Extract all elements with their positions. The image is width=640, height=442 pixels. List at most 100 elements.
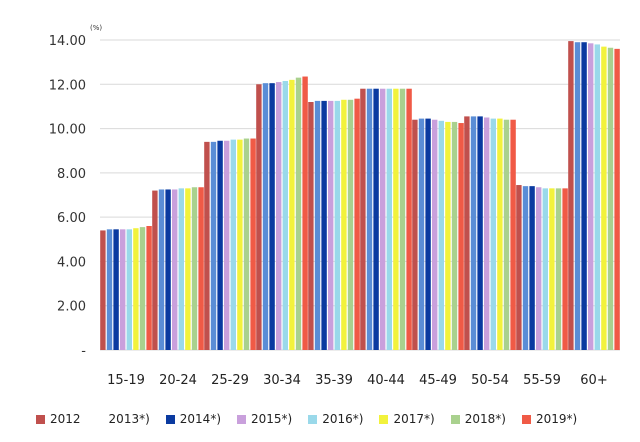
legend-swatch bbox=[308, 414, 318, 424]
bar bbox=[289, 79, 295, 350]
bar bbox=[386, 88, 392, 350]
bars bbox=[100, 41, 620, 351]
bar bbox=[360, 88, 366, 350]
bar bbox=[432, 119, 438, 350]
bar bbox=[178, 188, 184, 350]
bar bbox=[347, 99, 354, 351]
y-tick-label: 2.00 bbox=[57, 300, 86, 315]
bar bbox=[477, 116, 483, 351]
y-tick-label: 6.00 bbox=[57, 211, 86, 226]
bar bbox=[308, 102, 314, 350]
bar bbox=[334, 100, 340, 351]
bar bbox=[250, 138, 256, 350]
bar bbox=[418, 118, 425, 350]
bar bbox=[522, 186, 529, 350]
x-tick-label: 60+ bbox=[580, 373, 607, 388]
bar bbox=[328, 100, 334, 351]
bar bbox=[438, 120, 444, 350]
bar bbox=[113, 229, 119, 350]
bar-chart: - 2.00 4.00 6.00 8.00 10.00 12.00 14.00 15-19 20… bbox=[49, 24, 620, 388]
bar bbox=[341, 99, 347, 351]
bar bbox=[581, 42, 587, 350]
bar bbox=[562, 188, 568, 350]
legend-item: 2014*) bbox=[165, 412, 222, 426]
bar bbox=[510, 119, 516, 350]
x-tick-label: 25-29 bbox=[211, 373, 249, 388]
legend-swatch bbox=[450, 414, 460, 424]
bar bbox=[568, 41, 574, 350]
legend-swatch bbox=[165, 414, 175, 424]
bar bbox=[445, 121, 451, 350]
bar bbox=[470, 116, 477, 351]
bar bbox=[588, 43, 594, 350]
bar bbox=[191, 187, 198, 350]
bar bbox=[262, 83, 269, 350]
x-tick-label: 45-49 bbox=[419, 373, 457, 388]
bar bbox=[185, 188, 191, 350]
bar bbox=[224, 140, 230, 350]
bar bbox=[607, 47, 614, 350]
bar bbox=[380, 88, 386, 350]
bar bbox=[210, 141, 217, 350]
bar bbox=[451, 121, 458, 350]
legend-item: 2015*) bbox=[237, 412, 292, 426]
x-tick-label: 30-34 bbox=[263, 373, 301, 388]
bar bbox=[601, 46, 607, 351]
bar bbox=[490, 118, 496, 350]
bar bbox=[614, 48, 620, 350]
bar bbox=[230, 139, 236, 350]
x-tick-label: 55-59 bbox=[523, 373, 561, 388]
legend-label: 2016*) bbox=[322, 412, 364, 426]
bar bbox=[126, 229, 132, 350]
bar bbox=[406, 88, 412, 350]
bar bbox=[425, 118, 431, 350]
bar bbox=[574, 42, 581, 350]
bar bbox=[120, 229, 126, 350]
legend-label: 2015*) bbox=[251, 412, 293, 426]
y-axis-ticks: - 2.00 4.00 6.00 8.00 10.00 12.00 14.00 bbox=[49, 34, 87, 359]
bar bbox=[198, 187, 204, 350]
bar bbox=[139, 227, 146, 350]
bar bbox=[354, 98, 360, 350]
legend-swatch bbox=[379, 414, 389, 424]
y-tick-label: 12.00 bbox=[49, 78, 86, 93]
bar bbox=[217, 140, 223, 350]
bar bbox=[497, 118, 503, 350]
bar bbox=[100, 230, 106, 350]
bar bbox=[484, 117, 490, 350]
x-tick-label: 15-19 bbox=[107, 373, 145, 388]
bar bbox=[302, 76, 308, 351]
bar bbox=[282, 80, 288, 350]
bar bbox=[295, 77, 302, 351]
legend-swatch bbox=[36, 414, 45, 424]
legend-swatch bbox=[237, 414, 247, 424]
bar bbox=[146, 226, 152, 350]
bar bbox=[152, 190, 158, 350]
bar bbox=[133, 228, 139, 350]
bar bbox=[393, 88, 399, 350]
legend-item: 2019*) bbox=[521, 412, 577, 426]
bar bbox=[503, 119, 510, 350]
x-axis-ticks: 15-19 20-24 25-29 30-34 35-39 40-44 45-49 50-54… bbox=[107, 373, 608, 388]
bar bbox=[536, 187, 542, 350]
bar bbox=[555, 188, 562, 350]
bar bbox=[106, 229, 113, 350]
bar bbox=[549, 188, 555, 350]
bar bbox=[256, 84, 262, 351]
y-tick-label: 14.00 bbox=[49, 34, 86, 49]
bar bbox=[399, 88, 406, 350]
bar bbox=[269, 83, 275, 350]
y-tick-label: 4.00 bbox=[57, 255, 86, 270]
gridlines bbox=[100, 39, 620, 351]
bar bbox=[412, 119, 418, 350]
bar bbox=[165, 189, 171, 350]
legend-label: 2014*) bbox=[179, 412, 222, 426]
bar bbox=[314, 100, 321, 351]
legend-label: 2013*) bbox=[108, 412, 150, 426]
y-tick-label: - bbox=[81, 344, 86, 359]
bar bbox=[172, 189, 178, 350]
legend-label: 2012 bbox=[50, 412, 81, 426]
bar bbox=[464, 116, 470, 351]
bar bbox=[516, 185, 522, 350]
bar bbox=[373, 88, 379, 350]
